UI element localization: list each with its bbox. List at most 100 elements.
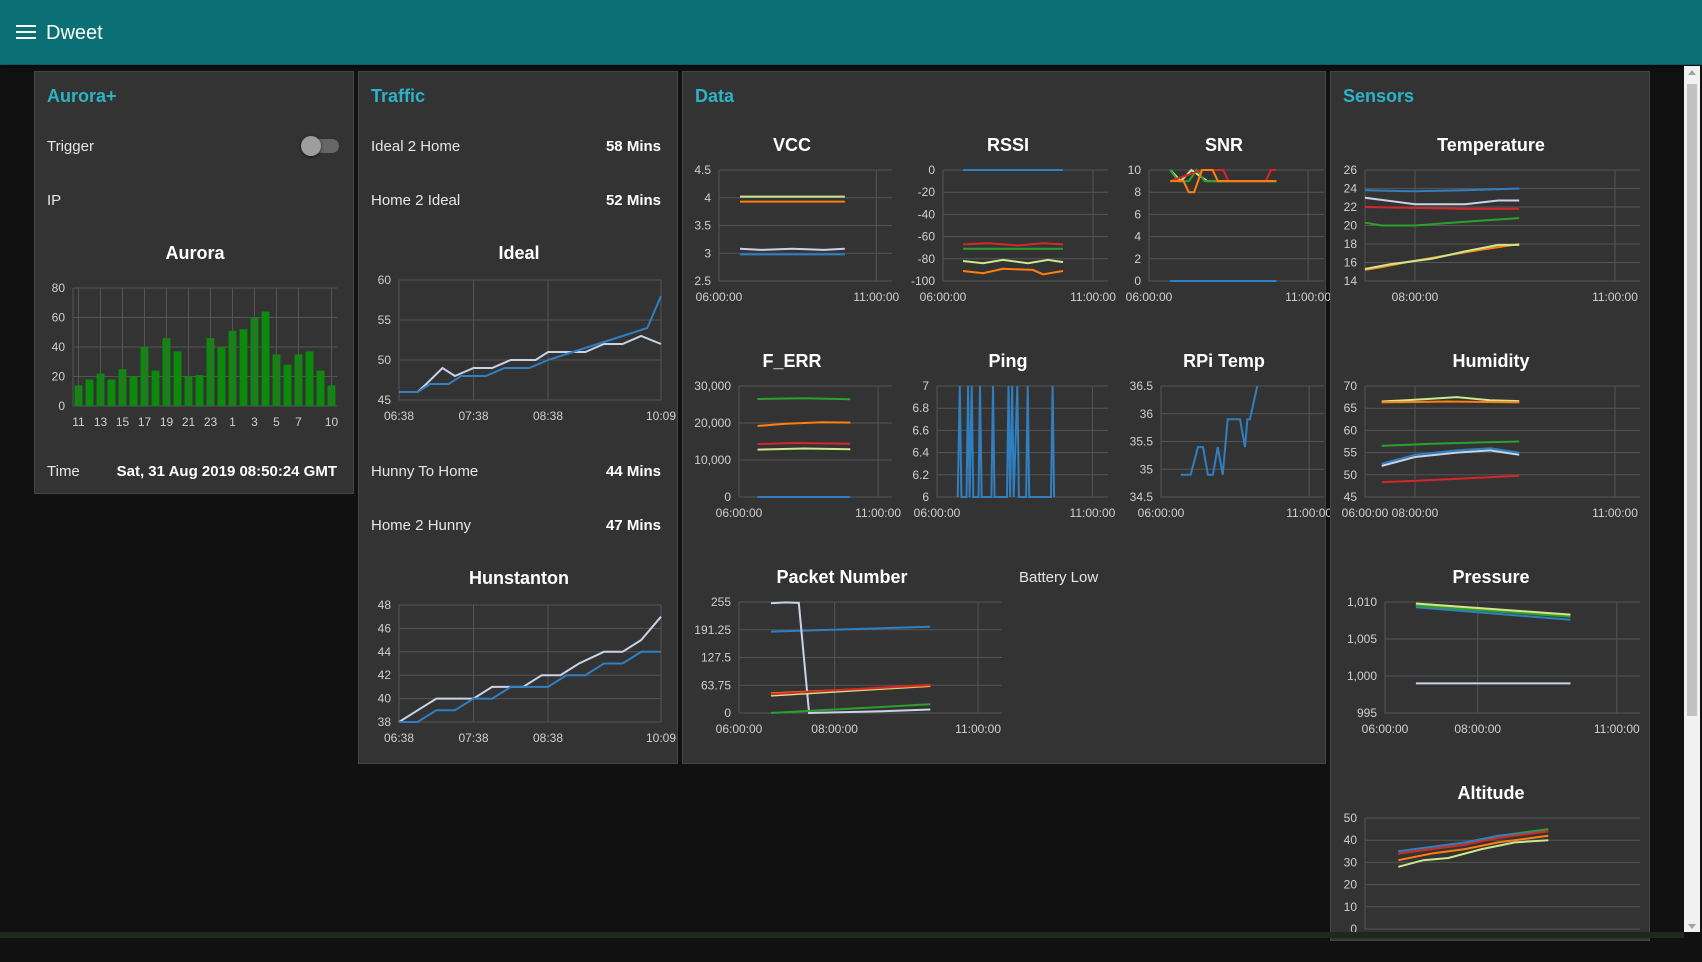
y-tick-label: 60 <box>378 273 392 287</box>
y-tick-label: 0 <box>928 163 935 177</box>
y-tick-label: 2 <box>1134 252 1141 266</box>
y-tick-label: 36.5 <box>1130 379 1154 393</box>
x-tick-label: 06:00:00 <box>1126 290 1173 304</box>
x-tick-label: 17 <box>138 415 152 429</box>
ideal-chart: 45 50 55 60 06:38 07:38 08:38 10:09 <box>378 273 677 423</box>
aurora-bar <box>305 351 314 406</box>
vcc-chart: 2.5 3 3.5 4 4.5 06:00:00 11:00:00 <box>694 163 899 304</box>
y-tick-label: -60 <box>918 230 936 244</box>
traffic-group-title: Traffic <box>371 86 426 106</box>
x-tick-label: 10:09 <box>646 731 676 745</box>
aurora-bar <box>129 376 138 406</box>
y-tick-label: 20 <box>1344 878 1358 892</box>
scrollbar-thumb[interactable] <box>1687 84 1697 716</box>
x-tick-label: 06:00:00 <box>716 506 763 520</box>
aurora-group-title: Aurora+ <box>47 86 117 106</box>
trigger-toggle[interactable] <box>301 136 339 156</box>
y-tick-label: 16 <box>1344 256 1358 270</box>
scroll-up-arrow-icon[interactable] <box>1688 70 1696 75</box>
x-tick-label: 10 <box>325 415 339 429</box>
x-tick-label: 11:00:00 <box>1070 506 1116 520</box>
y-tick-label: 34.5 <box>1130 490 1154 504</box>
y-tick-label: 38 <box>378 715 392 729</box>
series-line <box>1364 217 1520 227</box>
y-tick-label: 45 <box>378 393 392 407</box>
scroll-down-arrow-icon[interactable] <box>1688 924 1696 929</box>
y-tick-label: -40 <box>918 207 936 221</box>
x-tick-label: 13 <box>94 415 108 429</box>
series-line <box>1381 400 1520 404</box>
series-line <box>770 703 931 714</box>
y-tick-label: 6.4 <box>912 446 929 460</box>
y-tick-label: 44 <box>378 645 392 659</box>
trigger-label: Trigger <box>47 138 94 155</box>
series-line <box>1398 839 1549 868</box>
aurora-bar <box>217 347 226 406</box>
series-line <box>1381 449 1520 467</box>
y-tick-label: 4.5 <box>694 163 711 177</box>
x-tick-label: 08:00:00 <box>1454 722 1501 736</box>
x-tick-label: 06:38 <box>384 731 414 745</box>
humidity-chart-title: Humidity <box>1452 351 1530 371</box>
x-tick-label: 19 <box>160 415 174 429</box>
time-value: Sat, 31 Aug 2019 08:50:24 GMT <box>116 463 337 480</box>
y-tick-label: 6 <box>1134 207 1141 221</box>
series-line <box>1169 169 1277 183</box>
y-tick-label: -100 <box>911 274 935 288</box>
series-line <box>770 601 931 715</box>
y-tick-label: 1,000 <box>1347 669 1377 683</box>
series-line <box>770 683 931 696</box>
y-tick-label: 35 <box>1140 462 1154 476</box>
top-bar: Dweet <box>0 0 1702 65</box>
y-tick-label: 7 <box>922 379 929 393</box>
f-err-chart-title: F_ERR <box>762 351 822 371</box>
y-tick-label: -80 <box>918 252 936 266</box>
temperature-chart-title: Temperature <box>1437 135 1545 155</box>
series-line <box>1398 834 1549 862</box>
aurora-bar <box>85 379 94 406</box>
y-tick-label: 30,000 <box>694 379 731 393</box>
series-line <box>1364 196 1520 206</box>
f-err-chart: 0 10,000 20,000 30,000 06:00:00 11:00:00 <box>694 379 901 520</box>
x-tick-label: 08:00:00 <box>811 722 858 736</box>
traffic-row-label: Home 2 Ideal <box>371 192 461 209</box>
y-tick-label: 18 <box>1344 237 1358 251</box>
y-tick-label: 127.5 <box>701 651 731 665</box>
y-tick-label: 10,000 <box>694 453 731 467</box>
y-tick-label: 6 <box>922 490 929 504</box>
y-tick-label: 50 <box>1344 811 1358 825</box>
y-tick-label: 40 <box>1344 833 1358 847</box>
y-tick-label: 42 <box>378 668 392 682</box>
x-tick-label: 06:00:00 <box>696 290 743 304</box>
x-tick-label: 06:00:00 <box>920 290 967 304</box>
y-tick-label: 20,000 <box>694 416 731 430</box>
series-line <box>1364 206 1520 210</box>
x-tick-label: 10:09 <box>646 409 676 423</box>
aurora-bar <box>195 375 204 406</box>
aurora-bar <box>283 364 292 406</box>
rpi-temp-chart: 34.5 35 35.5 36 36.5 06:00:00 11:00:00 <box>1130 379 1333 520</box>
hamburger-menu-icon[interactable] <box>16 25 36 41</box>
rssi-chart: -100 -80 -60 -40 -20 0 06:00:00 11:00:00 <box>911 163 1116 304</box>
y-tick-label: 26 <box>1344 163 1358 177</box>
packet-number-chart: 0 63.75 127.5 191.25 255 06:00:00 08:00:00 11:0… <box>694 595 1002 736</box>
y-tick-label: 14 <box>1344 274 1358 288</box>
series-line <box>1415 604 1571 618</box>
series-line <box>1415 602 1571 616</box>
y-tick-label: 80 <box>52 281 66 295</box>
ping-chart: 6 6.2 6.4 6.6 6.8 7 06:00:00 11:00:00 <box>912 379 1116 520</box>
snr-chart-title: SNR <box>1204 135 1243 155</box>
y-tick-label: 6.8 <box>912 401 929 415</box>
x-tick-label: 06:00:00 <box>1362 722 1409 736</box>
x-tick-label: 11:00:00 <box>1070 290 1116 304</box>
y-tick-label: 40 <box>52 340 66 354</box>
series-line <box>956 385 1056 498</box>
y-tick-label: 10 <box>1128 163 1142 177</box>
pressure-chart: 995 1,000 1,005 1,010 06:00:00 08:00:00 11:00:… <box>1347 595 1640 736</box>
humidity-chart: 45 50 55 60 65 70 06:00:00 08:00:00 11:00:00 <box>1342 379 1640 520</box>
series-line <box>1364 187 1520 193</box>
series-line <box>1381 447 1520 465</box>
aurora-bar <box>173 351 182 406</box>
x-tick-label: 11:00:00 <box>855 506 901 520</box>
